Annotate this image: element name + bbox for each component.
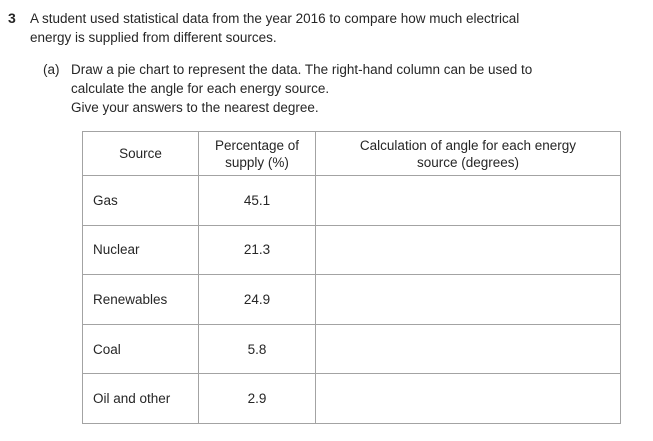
table-header: Source Percentage of supply (%) Calculat… xyxy=(82,131,621,176)
source-cell: Oil and other xyxy=(82,373,199,424)
question-text: A student used statistical data from the… xyxy=(30,9,519,47)
header-percentage-line-1: Percentage of xyxy=(214,137,300,153)
header-calculation-line-2: source (degrees) xyxy=(416,154,520,170)
table-row: Coal 5.8 xyxy=(82,323,621,375)
sub-question-text: Draw a pie chart to represent the data. … xyxy=(71,60,532,117)
calculation-cell xyxy=(315,224,621,276)
calculation-cell xyxy=(315,323,621,375)
percentage-cell: 5.8 xyxy=(198,323,316,375)
energy-sources-table: Source Percentage of supply (%) Calculat… xyxy=(82,131,621,424)
header-cell-percentage: Percentage of supply (%) xyxy=(198,131,316,176)
source-cell: Nuclear xyxy=(82,224,199,276)
question-number: 3 xyxy=(8,10,16,26)
percentage-cell: 45.1 xyxy=(198,175,316,226)
calculation-cell xyxy=(315,175,621,226)
table-body: Gas 45.1 Nuclear 21.3 Renewables 24.9 Co… xyxy=(82,175,621,424)
source-cell: Coal xyxy=(82,323,199,375)
question-text-line-2: energy is supplied from different source… xyxy=(30,30,277,45)
table-row: Nuclear 21.3 xyxy=(82,224,621,276)
question-text-line-1: A student used statistical data from the… xyxy=(30,11,520,26)
source-cell: Renewables xyxy=(82,274,199,325)
table-row: Gas 45.1 xyxy=(82,175,621,226)
percentage-cell: 2.9 xyxy=(198,373,316,424)
sub-question-line-1: Draw a pie chart to represent the data. … xyxy=(71,62,533,77)
sub-question-line-2: calculate the angle for each energy sour… xyxy=(71,81,330,96)
sub-question-line-3: Give your answers to the nearest degree. xyxy=(71,100,319,115)
header-percentage-line-2: supply (%) xyxy=(225,154,289,170)
header-calculation-line-1: Calculation of angle for each energy xyxy=(359,137,577,153)
calculation-cell xyxy=(315,274,621,325)
table-row: Renewables 24.9 xyxy=(82,274,621,325)
calculation-cell xyxy=(315,373,621,424)
sub-question-label: (a) xyxy=(43,62,60,77)
header-cell-calculation: Calculation of angle for each energy sou… xyxy=(315,131,621,176)
header-cell-source: Source xyxy=(82,131,199,176)
percentage-cell: 21.3 xyxy=(198,224,316,276)
header-source-label: Source xyxy=(119,146,162,161)
table-header-row: Source Percentage of supply (%) Calculat… xyxy=(82,131,621,176)
source-cell: Gas xyxy=(82,175,199,226)
table-row: Oil and other 2.9 xyxy=(82,373,621,424)
percentage-cell: 24.9 xyxy=(198,274,316,325)
